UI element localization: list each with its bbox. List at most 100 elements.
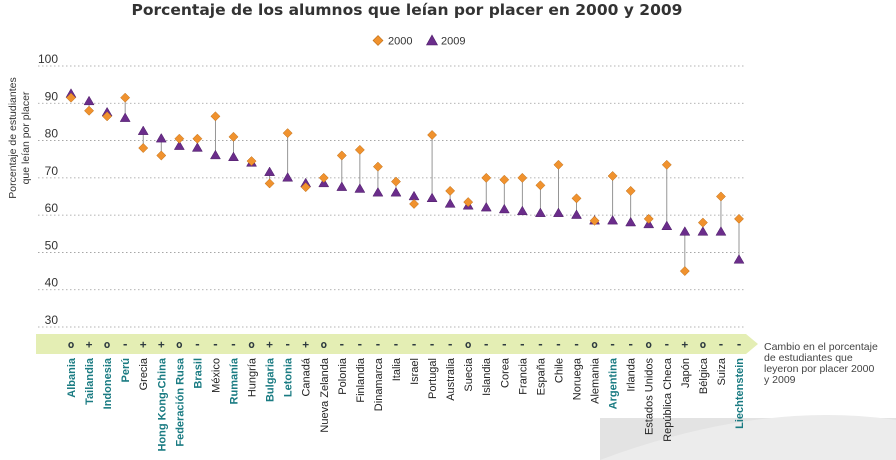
decorative-swoosh bbox=[600, 415, 896, 460]
x-tick-label: Rumanía bbox=[228, 357, 240, 404]
x-axis-labels: Albania Tailandia Indonesia Perú Grecia Hong … bbox=[66, 357, 746, 451]
x-tick-label: Alemania bbox=[590, 357, 602, 404]
point-2009 bbox=[191, 142, 203, 152]
point-2000 bbox=[156, 150, 167, 161]
legend-label-2000: 2000 bbox=[388, 36, 412, 48]
legend-label-2009: 2009 bbox=[441, 36, 465, 48]
point-2009 bbox=[372, 187, 384, 197]
change-marker: o bbox=[645, 338, 652, 351]
x-tick-label: Irlanda bbox=[626, 357, 638, 392]
x-tick-label: Polonia bbox=[337, 357, 349, 395]
point-2000 bbox=[553, 159, 564, 170]
y-axis-label-line-1: Porcentaje de estudiantes bbox=[7, 77, 19, 198]
point-2000 bbox=[481, 172, 492, 183]
point-2009 bbox=[733, 254, 745, 264]
x-tick-label: Finlandia bbox=[355, 357, 367, 403]
connector-lines bbox=[70, 93, 740, 272]
x-tick-label: Australia bbox=[445, 357, 457, 401]
point-2009 bbox=[119, 112, 131, 122]
change-marker: - bbox=[429, 338, 436, 351]
x-tick-label: México bbox=[210, 358, 222, 393]
point-2000 bbox=[427, 130, 438, 140]
change-marker: + bbox=[86, 338, 93, 351]
point-2009 bbox=[697, 226, 709, 236]
point-2009 bbox=[336, 181, 348, 191]
point-2000 bbox=[120, 92, 131, 103]
change-marker: + bbox=[302, 338, 309, 351]
x-tick-label: Israel bbox=[409, 358, 421, 385]
point-2009 bbox=[282, 172, 294, 182]
point-2000 bbox=[391, 176, 401, 187]
point-2009 bbox=[209, 149, 221, 160]
change-marker: o bbox=[591, 338, 598, 351]
x-tick-label: Indonesia bbox=[102, 357, 114, 409]
x-tick-label: Suecia bbox=[463, 357, 475, 392]
series-2009-points bbox=[65, 88, 745, 264]
point-2009 bbox=[679, 226, 691, 236]
x-tick-label: Portugal bbox=[427, 358, 439, 399]
x-tick-label: Brasil bbox=[192, 358, 204, 389]
y-tick-label: 70 bbox=[45, 164, 59, 178]
y-tick-label: 40 bbox=[45, 276, 59, 290]
point-2009 bbox=[228, 151, 239, 161]
change-marker: o bbox=[465, 338, 472, 351]
point-2000 bbox=[463, 197, 474, 208]
x-tick-label: Argentina bbox=[608, 357, 620, 409]
point-2000 bbox=[174, 133, 185, 144]
x-tick-label: Letonia bbox=[283, 357, 295, 397]
change-marker: - bbox=[284, 338, 291, 351]
point-2000 bbox=[499, 174, 510, 185]
change-marker: - bbox=[627, 338, 634, 351]
point-2000 bbox=[715, 191, 726, 202]
point-2009 bbox=[264, 166, 276, 176]
change-axis-label: Cambio en el porcentaje de estudiantes qu… bbox=[764, 341, 878, 386]
point-2000 bbox=[336, 150, 347, 161]
x-tick-label: Dinamarca bbox=[373, 357, 385, 411]
x-tick-label: Nueva Zelanda bbox=[319, 357, 331, 432]
change-marker: + bbox=[158, 338, 165, 351]
y-axis-label: Porcentaje de estudiantes que leían por … bbox=[7, 77, 32, 198]
point-2000 bbox=[625, 185, 636, 196]
change-marker: - bbox=[609, 338, 616, 351]
x-tick-label: Japón bbox=[680, 358, 692, 388]
series-2000-points bbox=[66, 92, 744, 277]
legend: 2000 2009 bbox=[372, 34, 465, 48]
point-2000 bbox=[138, 143, 149, 153]
x-tick-label: Islandia bbox=[481, 357, 493, 396]
point-2009 bbox=[426, 192, 438, 203]
x-tick-label: Grecia bbox=[138, 357, 150, 390]
point-2009 bbox=[354, 183, 366, 193]
x-tick-label: Francia bbox=[517, 357, 529, 395]
point-2000 bbox=[372, 161, 383, 172]
point-2009 bbox=[661, 220, 673, 230]
change-marker: - bbox=[483, 338, 490, 351]
point-2000 bbox=[607, 171, 618, 181]
y-tick-label: 100 bbox=[38, 52, 58, 66]
change-marker: - bbox=[411, 338, 418, 351]
y-tick-label: 50 bbox=[45, 238, 59, 252]
x-tick-label: Italia bbox=[391, 357, 403, 381]
change-axis-label-line: de estudiantes que bbox=[764, 352, 853, 364]
x-tick-label: Perú bbox=[120, 358, 132, 382]
point-2009 bbox=[625, 216, 637, 227]
change-marker: - bbox=[447, 338, 454, 351]
change-marker: - bbox=[122, 338, 129, 351]
point-2009 bbox=[553, 207, 564, 217]
change-marker: o bbox=[320, 338, 327, 351]
x-tick-label: Liechtenstein bbox=[734, 358, 746, 429]
point-2000 bbox=[354, 144, 365, 155]
change-marker: + bbox=[266, 338, 273, 351]
y-axis-ticks: 30 40 50 60 70 80 90 100 bbox=[38, 52, 58, 327]
point-2000 bbox=[318, 172, 329, 183]
point-2000 bbox=[409, 199, 419, 209]
change-marker: o bbox=[700, 338, 707, 351]
point-2000 bbox=[643, 213, 654, 224]
point-2009 bbox=[715, 226, 727, 236]
point-2009 bbox=[155, 133, 167, 143]
change-marker: - bbox=[212, 338, 219, 351]
change-marker: - bbox=[357, 338, 364, 351]
x-tick-label: República Checa bbox=[662, 357, 674, 442]
point-2000 bbox=[517, 172, 528, 183]
change-marker: - bbox=[194, 338, 201, 351]
